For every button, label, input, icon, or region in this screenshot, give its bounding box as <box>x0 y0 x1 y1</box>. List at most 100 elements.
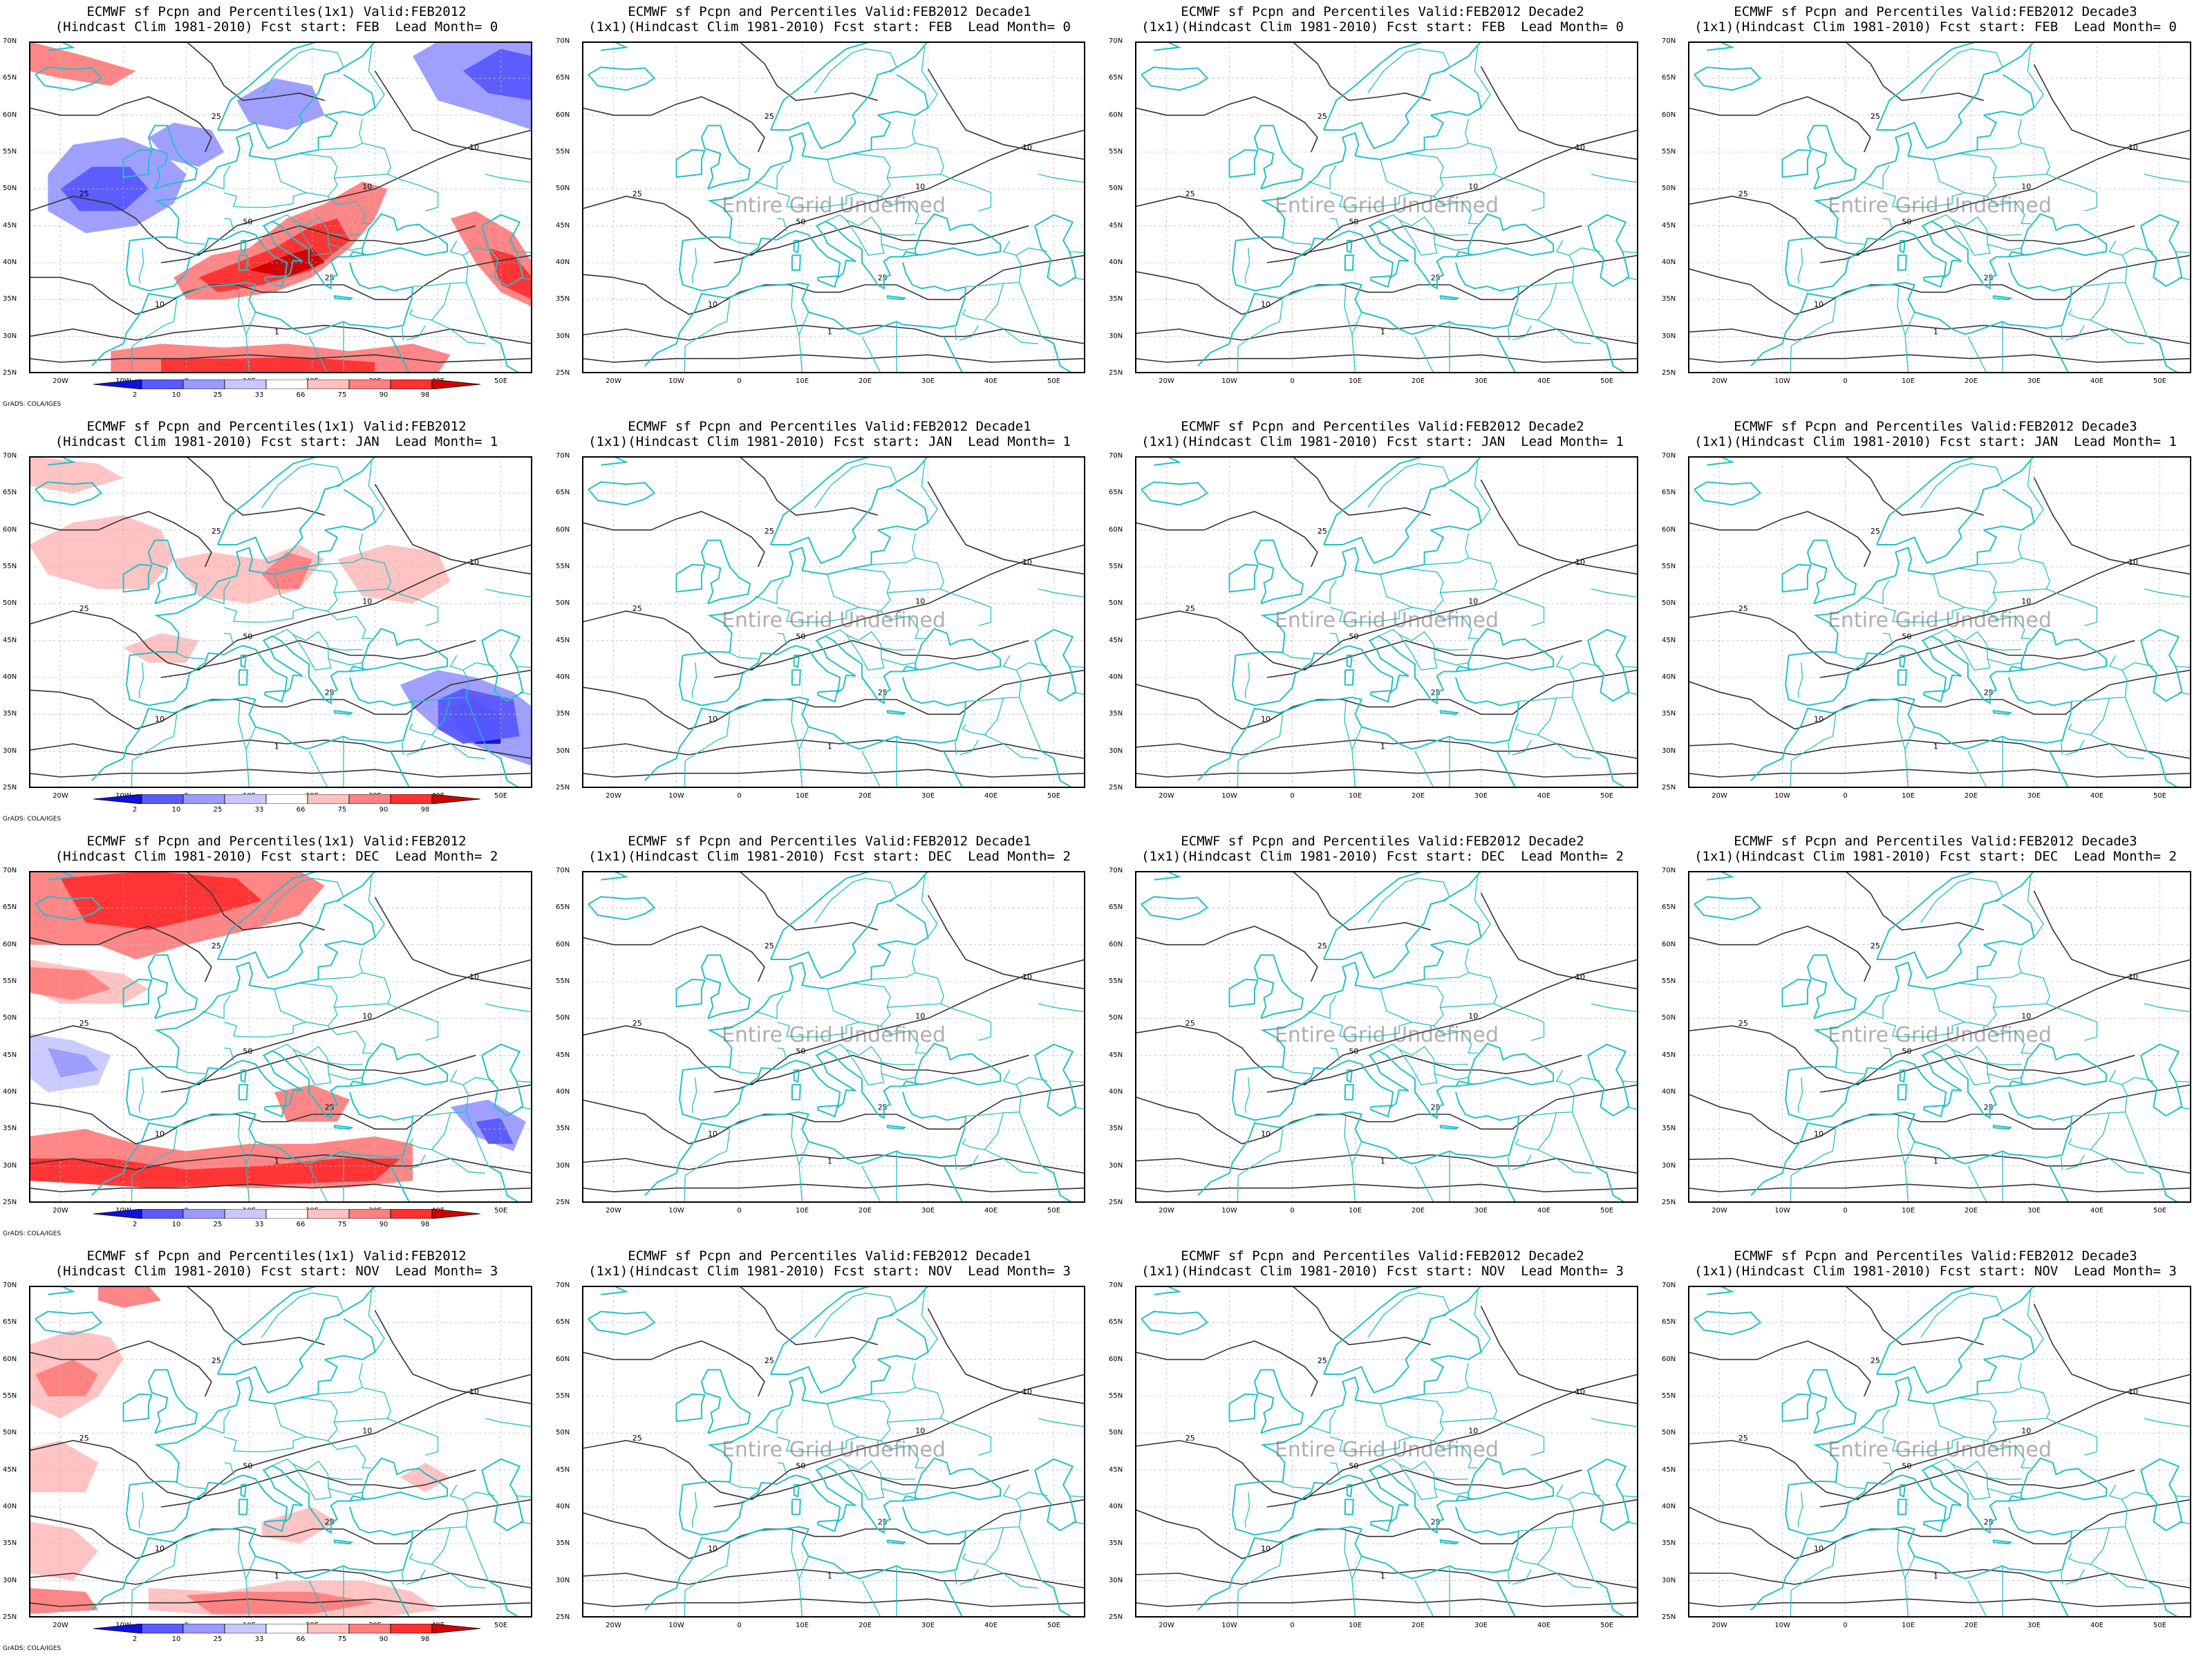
longitude-label: 50E <box>1600 377 1614 385</box>
precip-contour <box>1135 254 1638 315</box>
coastline <box>1587 628 1630 702</box>
country-border <box>1018 1526 1042 1581</box>
map-area: 25 10 1 10 25 10 25 50 <box>29 41 532 373</box>
contour-label: 10 <box>2021 1011 2031 1020</box>
latitude-label: 60N <box>1109 111 1123 119</box>
coastline <box>2146 335 2180 373</box>
longitude-label: 40E <box>1537 792 1551 800</box>
country-border <box>1002 1069 1029 1086</box>
country-border <box>1591 174 1638 183</box>
country-border <box>1440 1003 1545 1041</box>
contour-label: 50 <box>1902 1462 1911 1471</box>
country-border <box>519 1106 532 1110</box>
contour-label: 50 <box>796 1047 805 1056</box>
coastline <box>1455 628 1555 673</box>
country-border <box>1330 1047 1340 1061</box>
contour-label: 25 <box>1318 527 1327 536</box>
precip-contour <box>185 41 325 102</box>
country-border <box>921 460 938 523</box>
coastline <box>1496 751 1517 788</box>
country-border <box>1280 652 1311 659</box>
contour-label: 10 <box>362 597 372 606</box>
country-border <box>825 1458 885 1501</box>
country-border <box>328 232 363 236</box>
contour-label: 25 <box>1871 1356 1880 1365</box>
country-border <box>1769 1590 1792 1618</box>
coastline <box>1197 262 1520 366</box>
country-border <box>1790 1544 1837 1591</box>
country-border <box>1790 299 1837 347</box>
precip-contour <box>29 1598 532 1607</box>
coastline <box>238 1499 248 1515</box>
country-border <box>1790 1129 1837 1177</box>
colorbar-label: 75 <box>337 391 347 399</box>
country-border <box>2060 1156 2063 1170</box>
country-border <box>2124 1112 2148 1166</box>
country-border <box>691 1492 697 1528</box>
coastline <box>679 645 796 706</box>
country-border <box>1519 1499 1575 1531</box>
coastline <box>2146 1580 2180 1618</box>
latitude-label: 70N <box>1662 867 1676 874</box>
coastline <box>1370 690 1391 703</box>
contour-label: 25 <box>212 941 221 950</box>
country-border <box>1515 1112 1557 1150</box>
coastline <box>588 896 656 921</box>
coastline <box>481 1458 524 1532</box>
country-border <box>131 1129 178 1177</box>
coastline <box>1370 275 1391 288</box>
contour-label: 10 <box>155 1130 165 1138</box>
country-border <box>1038 1003 1085 1013</box>
contour-label: 25 <box>79 189 89 198</box>
country-border <box>2068 1112 2110 1150</box>
precip-contour <box>29 511 212 568</box>
colorbar <box>93 1623 481 1634</box>
map-panel: ECMWF sf Pcpn and Percentiles Valid:FEB2… <box>1659 0 2212 415</box>
precip-contour <box>374 71 532 160</box>
latitude-label: 30N <box>3 747 17 755</box>
longitude-label: 0 <box>1290 1207 1295 1215</box>
country-border <box>791 1530 800 1580</box>
coastline <box>588 1311 656 1335</box>
country-border <box>308 751 328 788</box>
country-border <box>1931 214 1991 256</box>
coastline <box>793 655 800 668</box>
country-border <box>224 1462 234 1476</box>
map-panel: ECMWF sf Pcpn and Percentiles(1x1) Valid… <box>0 1244 553 1659</box>
colorbar-swatch <box>224 379 267 390</box>
country-border <box>1769 1175 1792 1203</box>
country-border <box>1378 1043 1438 1086</box>
country-border <box>962 308 966 315</box>
precip-contour <box>2033 890 2191 990</box>
country-border <box>1519 669 1575 702</box>
longitude-label: 20W <box>1712 1207 1727 1215</box>
panel-title-line2: (1x1)(Hindcast Clim 1981-2010) Fcst star… <box>588 19 1071 35</box>
country-border <box>1622 1495 1638 1498</box>
latitude-label: 70N <box>1109 37 1123 45</box>
map-canvas: 25 10 1 10 25 10 25 50 <box>582 1286 1085 1618</box>
panel-title: ECMWF sf Pcpn and Percentiles Valid:FEB2… <box>1659 834 2212 864</box>
coastline <box>1253 124 1304 190</box>
contour-label: 25 <box>632 1434 642 1443</box>
country-border <box>2108 240 2135 256</box>
latitude-label: 70N <box>3 867 17 874</box>
latitude-label: 70N <box>3 452 17 460</box>
coastline <box>1040 335 1074 373</box>
panel-title: ECMWF sf Pcpn and Percentiles Valid:FEB2… <box>1106 419 1659 449</box>
contour-label: 25 <box>632 1019 642 1028</box>
latitude-label: 55N <box>3 977 17 985</box>
coastline <box>1781 978 1812 1008</box>
longitude-label: 50E <box>494 792 508 800</box>
precip-contour <box>1688 254 2191 315</box>
contour-label: 10 <box>2128 1387 2138 1396</box>
country-border <box>308 1580 328 1618</box>
colorbar-swatch <box>182 1208 225 1219</box>
coastline <box>1232 1060 1349 1121</box>
country-border <box>131 1544 178 1591</box>
colorbar-label: 98 <box>420 391 430 399</box>
country-border <box>755 165 784 190</box>
colorbar-label: 25 <box>213 1221 223 1228</box>
coastline <box>675 1393 706 1423</box>
coastline <box>1785 645 1902 706</box>
country-border <box>1591 1418 1638 1427</box>
